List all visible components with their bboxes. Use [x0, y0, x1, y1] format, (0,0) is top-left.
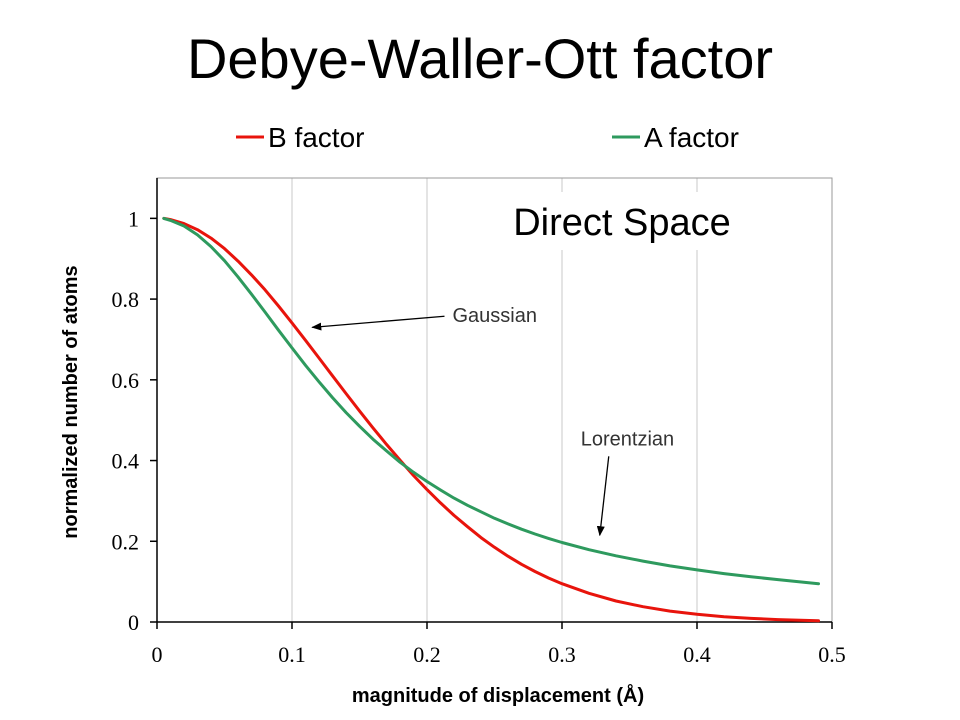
inset-label-box: [496, 192, 748, 250]
series-lines: [162, 216, 820, 623]
y-axis-label: normalized number of atoms: [60, 265, 82, 538]
y-tick-label: 0: [128, 610, 139, 635]
series-line-a-factor: [162, 216, 820, 586]
inset-label: Direct Space: [513, 202, 731, 244]
axes: 0 0.1 0.2 0.3 0.4 0.5 0 0.2 0.4 0.6 0.8 1: [112, 178, 846, 667]
annotation-arrow: [596, 456, 610, 537]
grid-lines: [291, 178, 833, 622]
x-tick-label: 0.4: [683, 642, 711, 667]
page-title: Debye-Waller-Ott factor: [186, 27, 774, 90]
annotations: Gaussian Lorentzian: [311, 305, 674, 537]
y-tick-label: 0.4: [112, 449, 140, 474]
annotation-gaussian: Gaussian: [453, 305, 538, 327]
legend: B factor A factor: [236, 122, 739, 153]
legend-label: A factor: [644, 122, 739, 153]
x-tick-label: 0.5: [818, 642, 846, 667]
y-tick-label: 0.2: [112, 529, 140, 554]
x-tick-label: 0.1: [278, 642, 306, 667]
x-tick-label: 0.2: [413, 642, 441, 667]
x-tick-label: 0.3: [548, 642, 576, 667]
legend-label: B factor: [268, 122, 364, 153]
y-tick-label: 0.6: [112, 368, 140, 393]
y-tick-label: 1: [128, 206, 139, 231]
annotation-arrow: [311, 315, 445, 331]
y-tick-label: 0.8: [112, 287, 140, 312]
series-line-b-factor: [162, 216, 820, 623]
x-axis-label: magnitude of displacement (Å): [352, 683, 644, 707]
annotation-lorentzian: Lorentzian: [581, 428, 674, 450]
x-tick-label: 0: [152, 642, 163, 667]
